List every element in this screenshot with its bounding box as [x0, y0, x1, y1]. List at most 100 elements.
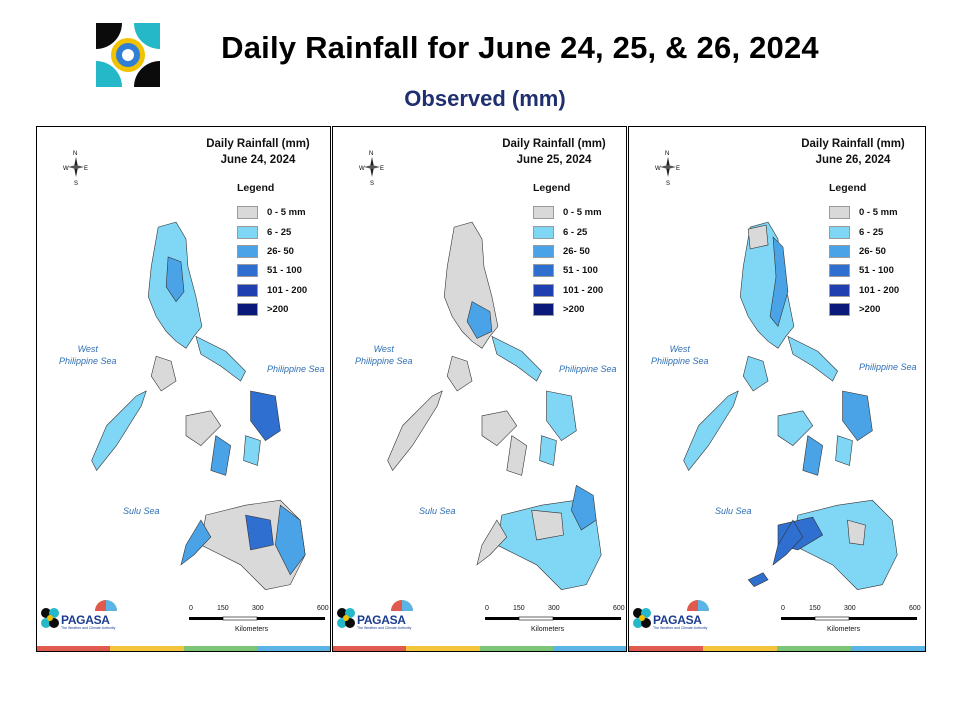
negros-landmass [802, 435, 824, 476]
palawan-landmass [387, 390, 443, 471]
scale-tick: 0 [189, 605, 193, 612]
legend-label: 101 - 200 [859, 284, 900, 296]
legend-swatch [829, 264, 850, 278]
legend-row: 6 - 25 [237, 222, 307, 241]
scale-unit: Kilometers [235, 626, 269, 633]
legend-label: 51 - 100 [859, 265, 894, 277]
compass-w-label: W [655, 166, 661, 172]
panel-title-line1: Daily Rainfall (mm) [801, 138, 905, 150]
pagasa-seal-logo [96, 23, 160, 87]
mindanao-landmass [496, 499, 602, 590]
map-panels: N W E S Daily Rainfall (mm) June 24, 202… [36, 126, 926, 652]
legend-row: 51 - 100 [829, 261, 899, 280]
scale-tick: 0 [485, 605, 489, 612]
map-panel-june-25: N W E S Daily Rainfall (mm) June 25, 202… [332, 126, 627, 652]
legend-row: >200 [829, 300, 899, 319]
mindanao-dry-center [847, 519, 866, 546]
leyte-landmass [835, 435, 853, 466]
legend: 0 - 5 mm 6 - 25 26- 50 51 - 100 101 - 20… [533, 203, 603, 319]
legend-title: Legend [533, 182, 571, 194]
legend-row: 51 - 100 [237, 261, 307, 280]
pagasa-tagline: The Weather and Climate Authority [61, 626, 116, 630]
panel-title: Daily Rainfall (mm) June 25, 2024 [494, 136, 614, 168]
compass-n-label: N [369, 151, 373, 157]
mindoro-landmass [446, 355, 473, 392]
legend-row: 26- 50 [533, 242, 603, 261]
luzon-wet-patch [165, 256, 185, 303]
legend-label: 26- 50 [563, 245, 590, 257]
legend-label: 0 - 5 mm [267, 207, 306, 219]
bicol-landmass [491, 335, 542, 382]
color-stripe [333, 646, 626, 651]
legend-swatch [237, 244, 258, 258]
rainfall-map-june-24 [91, 221, 306, 590]
page-title: Daily Rainfall for June 24, 25, & 26, 20… [221, 30, 819, 65]
palawan-landmass [683, 390, 739, 471]
mindoro-landmass [150, 355, 177, 392]
panel-date: June 26, 2024 [815, 154, 891, 166]
legend-row: 101 - 200 [237, 281, 307, 300]
legend-label: >200 [563, 304, 585, 316]
panel-date: June 24, 2024 [220, 154, 296, 166]
samar-landmass [250, 390, 281, 442]
legend-row: 51 - 100 [533, 261, 603, 280]
legend-label: 0 - 5 mm [563, 207, 602, 219]
legend-label: 51 - 100 [267, 265, 302, 277]
mindanao-wet-east [571, 484, 597, 531]
legend: 0 - 5 mm 6 - 25 26- 50 51 - 100 101 - 20… [237, 203, 307, 319]
sulu-sea-label: Sulu Sea [715, 506, 752, 516]
compass-s-label: S [370, 181, 374, 187]
legend-label: 101 - 200 [563, 284, 604, 296]
legend: 0 - 5 mm 6 - 25 26- 50 51 - 100 101 - 20… [829, 203, 899, 319]
legend-row: 26- 50 [829, 242, 899, 261]
compass-e-label: E [84, 166, 88, 172]
legend-title: Legend [237, 182, 275, 194]
legend-row: 26- 50 [237, 242, 307, 261]
philippine-sea-label: Philippine Sea [267, 364, 325, 374]
scale-bar: 0 150 300 600 Kilometers [187, 605, 329, 635]
payong-pagasa-logo: PAGASA The Weather and Climate Authority [337, 597, 415, 637]
legend-label: 26- 50 [267, 245, 294, 257]
legend-row: 6 - 25 [829, 222, 899, 241]
panel-title: Daily Rainfall (mm) June 26, 2024 [793, 136, 913, 168]
samar-landmass [842, 390, 873, 442]
legend-swatch [533, 283, 554, 297]
color-stripe [629, 646, 925, 651]
panay-landmass [777, 410, 814, 447]
leyte-landmass [243, 435, 261, 466]
compass-n-label: N [73, 151, 77, 157]
legend-title: Legend [829, 182, 867, 194]
legend-label: 6 - 25 [563, 226, 588, 238]
samar-landmass [546, 390, 577, 442]
legend-label: 26- 50 [859, 245, 886, 257]
panay-landmass [185, 410, 222, 446]
sulu-sea-label: Sulu Sea [123, 506, 160, 516]
bicol-landmass [195, 335, 246, 382]
scale-tick: 0 [781, 605, 785, 612]
panel-title: Daily Rainfall (mm) June 24, 2024 [198, 136, 318, 168]
legend-swatch [829, 303, 850, 317]
legend-swatch [237, 206, 258, 220]
map-panel-june-26: N W E S Daily Rainfall (mm) June 26, 202… [628, 126, 926, 652]
west-philippine-sea-label: West Philippine Sea [59, 344, 117, 366]
legend-row: 101 - 200 [829, 281, 899, 300]
legend-swatch [237, 264, 258, 278]
compass-w-label: W [63, 166, 69, 172]
legend-row: 0 - 5 mm [533, 203, 603, 222]
scale-tick: 600 [613, 605, 625, 612]
legend-swatch [533, 206, 554, 220]
legend-swatch [533, 225, 554, 239]
payong-pagasa-logo: PAGASA The Weather and Climate Authority [633, 597, 711, 637]
scale-bar: 0 150 300 600 Kilometers [779, 605, 921, 635]
philippine-sea-label: Philippine Sea [559, 364, 617, 374]
scale-tick: 150 [513, 605, 525, 612]
philippine-sea-label: Philippine Sea [859, 362, 917, 372]
legend-label: >200 [859, 304, 881, 316]
panel-title-line1: Daily Rainfall (mm) [206, 138, 310, 150]
scale-tick: 600 [909, 605, 921, 612]
negros-landmass [506, 435, 528, 476]
mindanao-wet-east [275, 504, 306, 576]
zamboanga-landmass [476, 519, 508, 566]
compass-e-label: E [676, 166, 680, 172]
pagasa-wordmark: PAGASA [357, 613, 406, 627]
